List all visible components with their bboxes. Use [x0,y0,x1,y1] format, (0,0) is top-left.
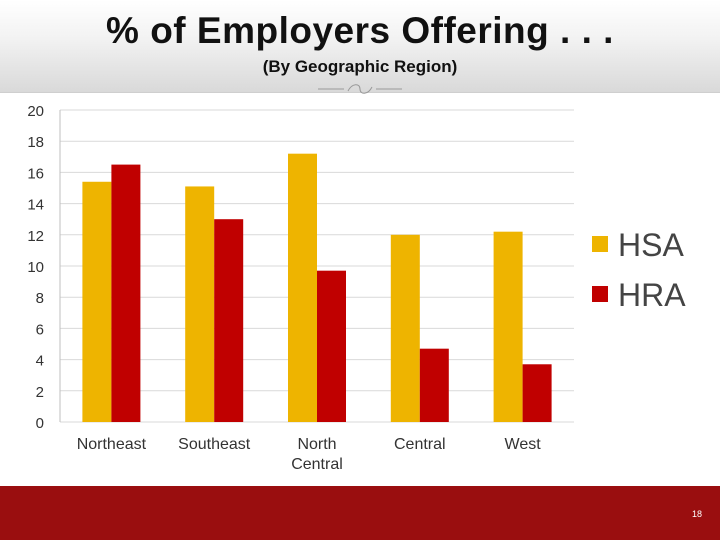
bar-hsa [288,153,317,422]
legend-swatch-hra [592,286,608,302]
bar-hra [419,348,449,422]
bars [82,153,552,422]
bar-hra [522,364,552,422]
bar-hsa [82,181,112,422]
slide-footer: 18 [0,486,720,540]
slide-subtitle: (By Geographic Region) [262,57,458,76]
y-tick-label: 20 [27,103,44,120]
bar-hra [214,219,244,422]
y-tick-label: 2 [36,384,44,401]
y-tick-label: 10 [27,259,44,276]
x-tick-label: West [505,436,542,453]
y-tick-label: 14 [27,197,44,214]
x-tick-label: Southeast [178,436,251,453]
bar-hra [111,164,141,422]
slide-header: % of Employers Offering . . . (By Geogra… [0,0,720,94]
legend-label-hsa: HSA [618,227,684,263]
y-tick-label: 4 [36,353,44,370]
y-tick-label: 6 [36,321,44,338]
x-tick-label: North [297,436,336,453]
bar-hra [317,270,346,422]
legend-swatch-hsa [592,236,608,252]
y-tick-label: 8 [36,290,44,307]
page-number: 18 [691,509,702,519]
x-tick-label: Central [394,436,446,453]
x-tick-label: Central [291,456,343,473]
x-tick-label: Northeast [77,436,147,453]
ornament-divider [318,84,402,94]
slide-title: % of Employers Offering . . . [106,10,614,51]
bar-hsa [390,234,420,422]
y-axis-ticks: 0 2 4 6 8 10 12 14 16 18 20 [27,103,44,432]
bar-hsa [185,186,215,422]
x-axis-ticks: Northeast Southeast North Central Central Wes… [77,436,542,473]
bar-hsa [493,231,523,422]
y-tick-label: 0 [36,415,44,432]
y-tick-label: 16 [27,165,44,182]
legend-label-hra: HRA [618,277,686,313]
legend: HSA HRA [592,227,686,313]
y-tick-label: 12 [27,228,44,245]
y-tick-label: 18 [27,134,44,151]
